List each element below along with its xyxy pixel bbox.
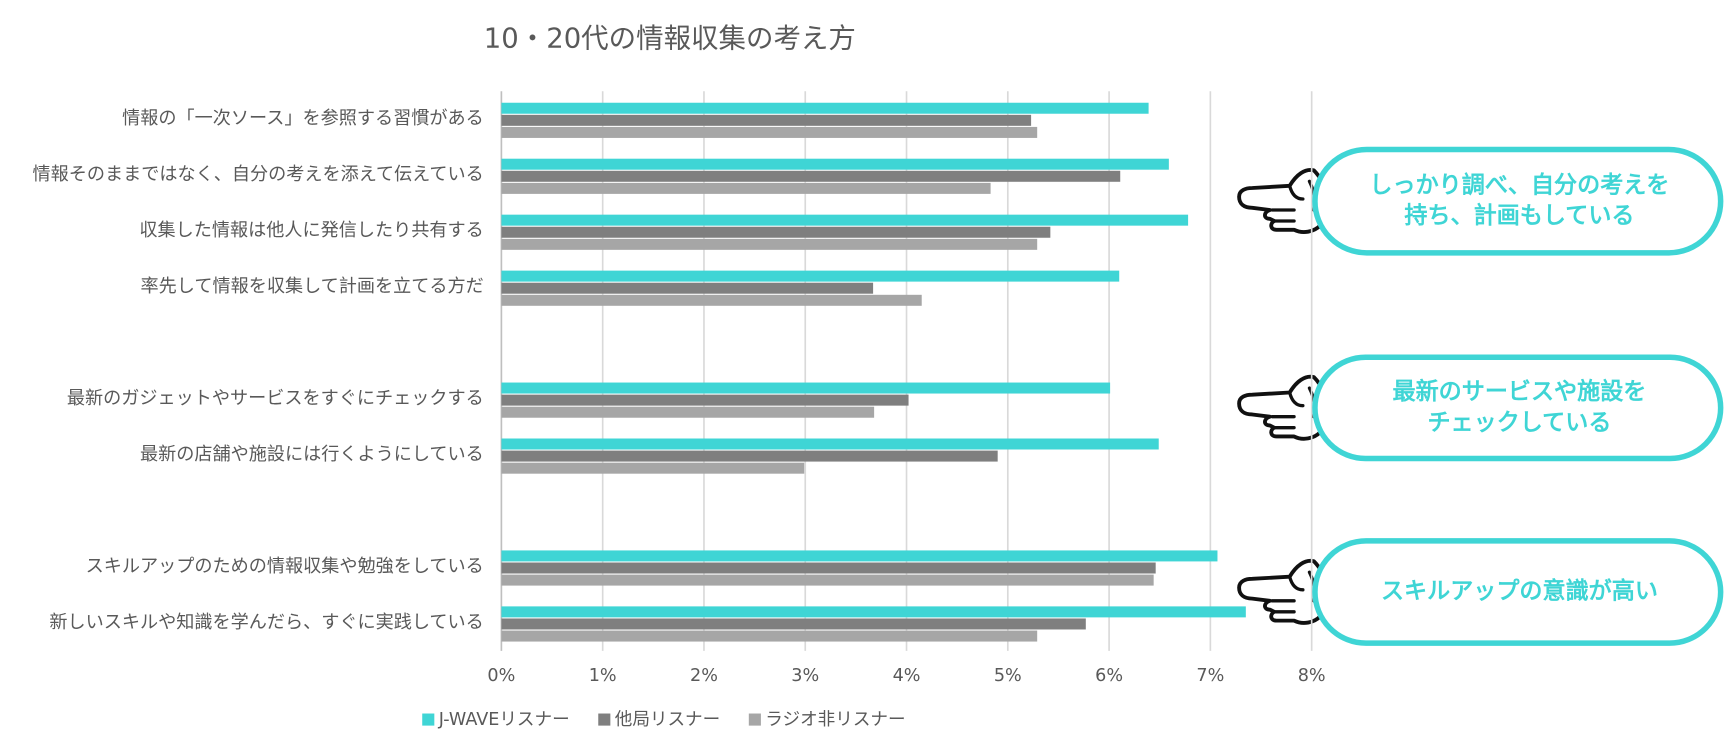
x-tick-label: 2% xyxy=(690,666,718,686)
callout-text: しっかり調べ、自分の考えを xyxy=(1369,171,1669,198)
y-tick-label: 新しいスキルや知識を学んだら、すぐに実践している xyxy=(49,612,483,633)
bar xyxy=(501,630,1038,642)
x-tick-label: 7% xyxy=(1196,666,1224,686)
bar xyxy=(501,462,805,474)
callout-text: 最新のサービスや施設を xyxy=(1393,378,1647,405)
bar xyxy=(501,158,1169,170)
bar xyxy=(501,618,1086,630)
bar xyxy=(501,226,1051,238)
bar xyxy=(501,214,1189,226)
y-tick-label: 収集した情報は他人に発信したり共有する xyxy=(139,220,483,241)
hand-lines xyxy=(1270,179,1317,223)
hand-lines xyxy=(1270,570,1317,614)
bar xyxy=(501,294,922,306)
bar xyxy=(501,606,1246,618)
callout-text: スキルアップの意識が高い xyxy=(1381,578,1658,605)
y-tick-label: 情報の「一次ソース」を参照する習慣がある xyxy=(122,108,484,129)
y-tick-label: 情報そのままではなく、自分の考えを添えて伝えている xyxy=(32,164,483,185)
x-tick-label: 8% xyxy=(1298,666,1326,686)
x-tick-label: 5% xyxy=(994,666,1022,686)
hand-lines xyxy=(1270,386,1317,430)
bar xyxy=(501,114,1032,126)
bar xyxy=(501,126,1038,138)
bar xyxy=(501,102,1149,114)
bar xyxy=(501,574,1154,586)
bar xyxy=(501,394,909,406)
legend-label: ラジオ非リスナー xyxy=(765,710,905,730)
legend-label: 他局リスナー xyxy=(615,710,720,730)
hand-icons xyxy=(1237,168,1330,625)
callout-text: チェックしている xyxy=(1427,410,1611,436)
bar xyxy=(501,438,1159,450)
chart-title: 10・20代の情報収集の考え方 xyxy=(484,23,856,55)
bar xyxy=(501,282,874,294)
y-tick-label: 率先して情報を収集して計画を立てる方だ xyxy=(141,276,484,297)
bar xyxy=(501,406,875,418)
legend-swatch xyxy=(422,713,435,726)
x-tick-label: 4% xyxy=(893,666,921,686)
y-tick-label: スキルアップのための情報収集や勉強をしている xyxy=(86,556,484,577)
callout-box xyxy=(1312,354,1724,462)
y-tick-label: 最新の店舗や施設には行くようにしている xyxy=(140,444,484,465)
callout-text: 持ち、計画もしている xyxy=(1404,202,1634,229)
legend-swatch xyxy=(748,713,761,726)
callout-box xyxy=(1312,146,1724,256)
x-tick-label: 6% xyxy=(1095,666,1123,686)
bar xyxy=(501,238,1038,250)
y-tick-label: 最新のガジェットやサービスをすぐにチェックする xyxy=(67,388,484,409)
bar xyxy=(501,450,998,462)
bar xyxy=(501,170,1121,182)
x-tick-label: 0% xyxy=(487,666,515,686)
legend-label: J-WAVEリスナー xyxy=(438,710,570,730)
bar xyxy=(501,550,1218,562)
x-tick-label: 1% xyxy=(589,666,617,686)
bar xyxy=(501,270,1120,282)
bar xyxy=(501,182,991,194)
x-tick-label: 3% xyxy=(791,666,819,686)
callout-box xyxy=(1312,538,1724,646)
legend-swatch xyxy=(598,713,611,726)
bar xyxy=(501,382,1111,394)
bar xyxy=(501,562,1156,574)
